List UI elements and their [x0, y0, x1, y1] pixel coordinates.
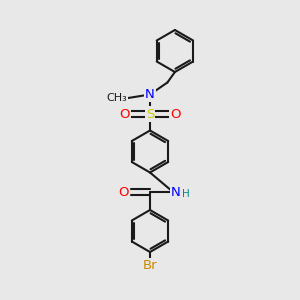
Text: N: N — [171, 185, 181, 199]
Text: S: S — [146, 107, 154, 121]
Text: CH₃: CH₃ — [106, 93, 128, 103]
Text: Br: Br — [143, 259, 157, 272]
Text: O: O — [170, 107, 181, 121]
Text: O: O — [119, 185, 129, 199]
Text: N: N — [145, 88, 155, 101]
Text: H: H — [182, 189, 190, 199]
Text: O: O — [120, 107, 130, 121]
